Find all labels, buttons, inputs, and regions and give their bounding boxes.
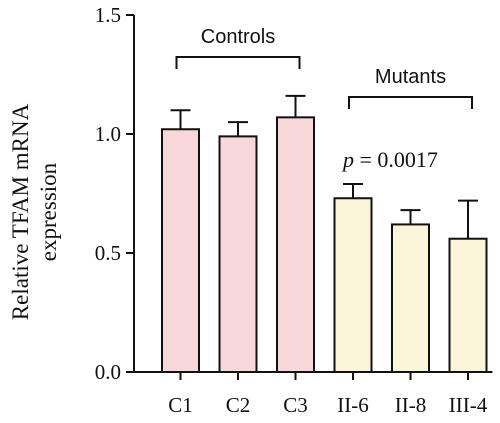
bar — [161, 128, 200, 373]
p-value-text: = 0.0017 — [354, 147, 438, 172]
group-bracket — [175, 56, 301, 69]
bar — [333, 197, 373, 373]
p-value-annotation: p = 0.0017 — [341, 147, 438, 172]
y-tick-label: 1.5 — [95, 3, 121, 27]
x-tick-label: II-8 — [395, 393, 426, 417]
group-label: Mutants — [375, 66, 446, 88]
plot-area: 0.0 0.5 1.0 1.5 C1 C2 C3 II-6 II-8 III-4 Controls M… — [95, 3, 493, 417]
x-tick-label: III-4 — [449, 393, 488, 417]
y-tick-label: 0.0 — [95, 360, 121, 384]
x-tick-label: C2 — [226, 393, 251, 417]
bar — [448, 237, 488, 373]
bar — [276, 116, 315, 373]
bar — [218, 135, 258, 373]
group-bracket — [348, 96, 473, 109]
y-axis-title-line2: expression — [36, 162, 61, 261]
y-axis-title: Relative TFAM mRNA expression — [8, 103, 61, 320]
y-tick-label: 0.5 — [95, 241, 121, 265]
y-axis-title-line1: Relative TFAM mRNA — [8, 103, 33, 320]
bar — [391, 223, 430, 373]
x-tick-label: II-6 — [337, 393, 368, 417]
p-symbol: p — [341, 147, 354, 172]
y-tick-label: 1.0 — [95, 122, 121, 146]
x-tick-label: C3 — [283, 393, 308, 417]
group-label: Controls — [201, 26, 275, 48]
x-tick-label: C1 — [168, 393, 193, 417]
